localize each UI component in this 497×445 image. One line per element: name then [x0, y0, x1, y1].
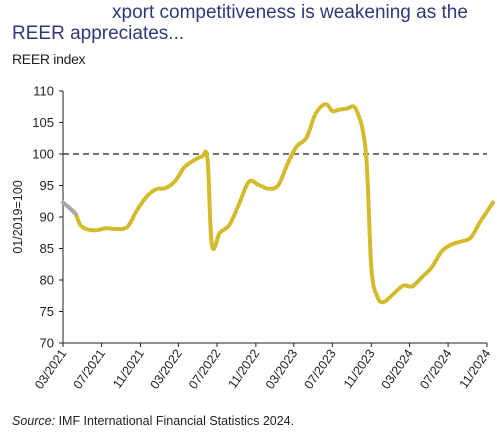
x-tick-label: 07/2021 — [71, 347, 108, 392]
y-tick-label: 80 — [40, 273, 54, 288]
x-tick-label: 03/2021 — [32, 347, 69, 392]
source-label: Source: — [12, 414, 56, 428]
chart-title-line1: xport competitiveness is weakening as th… — [112, 2, 468, 23]
y-tick-label: 90 — [40, 210, 54, 225]
y-tick-label: 110 — [33, 84, 54, 99]
x-tick-label: 03/2023 — [263, 347, 300, 392]
y-axis-label: 01/2019=100 — [11, 180, 25, 253]
reer-series-start-segment — [61, 200, 78, 216]
x-tick-label: 11/2024 — [457, 347, 494, 391]
chart-title-line2: REER appreciates... — [12, 23, 185, 44]
reer-series-line — [61, 102, 495, 305]
chart-subtitle: REER index — [12, 51, 86, 67]
y-tick-label: 70 — [40, 336, 54, 351]
x-tick-label: 11/2022 — [225, 347, 262, 391]
y-tick-label: 95 — [40, 178, 54, 193]
x-tick-label: 11/2023 — [341, 347, 378, 391]
chart-title: xport competitiveness is weakening as th… — [12, 2, 492, 44]
source-note: Source: IMF International Financial Stat… — [12, 414, 294, 428]
y-tick-label: 75 — [40, 304, 54, 319]
x-tick-label: 07/2022 — [186, 347, 223, 392]
y-tick-label: 105 — [32, 115, 54, 130]
x-tick-label: 07/2024 — [417, 347, 454, 392]
x-tick-label: 07/2023 — [301, 347, 338, 392]
y-tick-label: 100 — [32, 147, 54, 162]
x-tick-label: 03/2024 — [379, 347, 416, 392]
x-tick-label: 11/2021 — [110, 347, 147, 391]
source-text: IMF International Financial Statistics 2… — [55, 414, 295, 428]
x-tick-label: 03/2022 — [147, 347, 184, 392]
y-tick-label: 85 — [40, 241, 54, 256]
